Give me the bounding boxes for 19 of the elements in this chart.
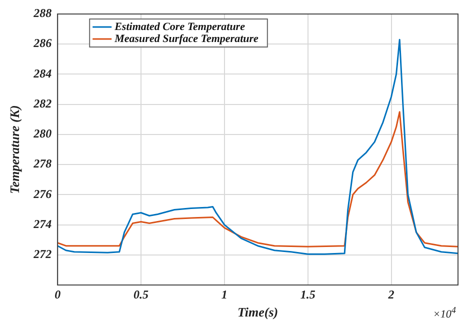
y-tick-label: 276 — [32, 186, 52, 201]
x-tick-label: 0.5 — [134, 287, 149, 302]
legend-label: Estimated Core Temperature — [114, 20, 246, 33]
y-tick-label: 288 — [32, 6, 52, 20]
y-tick-label: 280 — [32, 126, 52, 141]
y-tick-label: 282 — [32, 96, 52, 110]
x-tick-label: 1.5 — [300, 287, 316, 302]
y-axis-title: Temperature (K) — [7, 105, 22, 194]
text: ×10$^{4}$ — [432, 305, 456, 321]
x-tick-label: 2 — [387, 287, 394, 302]
legend-label: Measured Surface Temperature — [114, 32, 259, 45]
y-tick-label: 278 — [32, 156, 52, 171]
x-axis-title: Time(s) — [237, 304, 278, 320]
y-tick-label: 274 — [32, 216, 52, 231]
x-tick-label: 1 — [221, 287, 228, 302]
y-tick-label: 272 — [32, 246, 52, 261]
x-tick-label: 0 — [54, 287, 61, 302]
y-tick-label: 284 — [32, 66, 52, 80]
y-tick-label: 286 — [32, 36, 52, 50]
